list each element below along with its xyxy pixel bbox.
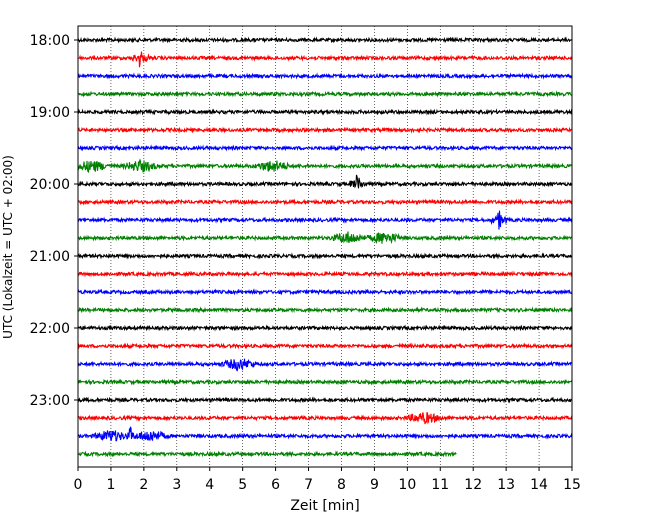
- trace-2345: [77, 450, 457, 458]
- trace-2000: [77, 174, 573, 189]
- trace-2315: [77, 411, 573, 425]
- trace-2215: [77, 342, 573, 350]
- x-tick-label: 14: [530, 477, 548, 493]
- x-tick-label: 12: [464, 477, 482, 493]
- x-tick-label: 11: [431, 477, 449, 493]
- x-tick-label: 1: [106, 477, 115, 493]
- y-tick-label: 19:00: [30, 105, 70, 121]
- x-tick-label: 13: [497, 477, 515, 493]
- seismic-traces: [77, 36, 573, 458]
- x-tick-label: 10: [398, 477, 416, 493]
- x-tick-label: 7: [304, 477, 313, 493]
- x-tick-label: 9: [370, 477, 379, 493]
- y-tick-label: 21:00: [30, 249, 70, 265]
- x-tick-label: 2: [139, 477, 148, 493]
- trace-1845: [77, 90, 573, 98]
- trace-2300: [77, 396, 573, 404]
- trace-2130: [77, 288, 573, 296]
- trace-1830: [77, 72, 573, 80]
- x-tick-label: 4: [205, 477, 214, 493]
- trace-2145: [78, 306, 573, 314]
- plot-frame: [77, 25, 573, 468]
- y-tick-label: 18:00: [30, 33, 70, 49]
- x-tick-label: 5: [238, 477, 247, 493]
- y-tick-label: 23:00: [30, 393, 70, 409]
- trace-1815: [77, 51, 573, 68]
- y-axis-label: UTC (Lokalzeit = UTC + 02:00): [1, 155, 15, 339]
- trace-2230: [77, 358, 573, 372]
- x-axis-ticks: 0 1 2 3 4 5 6 7 8 9 10 11 12 13 14 15: [74, 467, 581, 493]
- x-tick-label: 0: [74, 477, 83, 493]
- x-tick-label: 6: [271, 477, 280, 493]
- trace-2115: [77, 270, 573, 278]
- trace-2245: [77, 378, 573, 386]
- trace-1945: [77, 158, 573, 173]
- trace-1900: [77, 108, 573, 116]
- trace-1800: [77, 36, 573, 44]
- trace-2100: [77, 252, 573, 260]
- trace-1915: [77, 126, 573, 134]
- x-axis-label: Zeit [min]: [290, 498, 359, 514]
- x-tick-label: 8: [337, 477, 346, 493]
- trace-2045: [77, 231, 573, 245]
- x-tick-label: 3: [172, 477, 181, 493]
- x-tick-label: 15: [563, 477, 581, 493]
- trace-2330: [77, 426, 573, 442]
- trace-2200: [77, 324, 573, 332]
- trace-1930: [77, 144, 573, 152]
- y-axis-ticks: 18:00 19:00 20:00 21:00 22:00 23:00: [30, 33, 78, 409]
- y-tick-label: 22:00: [30, 321, 70, 337]
- trace-2015: [77, 198, 573, 206]
- trace-2030: [77, 210, 573, 230]
- y-tick-label: 20:00: [30, 177, 70, 193]
